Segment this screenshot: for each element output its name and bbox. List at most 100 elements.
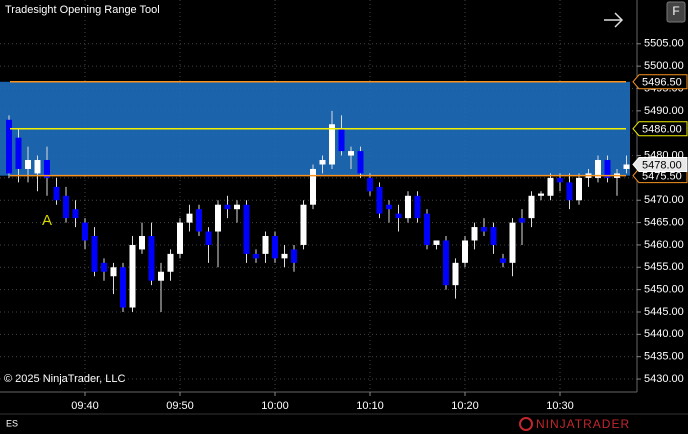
f-button[interactable]: [666, 1, 686, 23]
candle-body: [405, 195, 411, 219]
x-tick-label: 10:00: [261, 400, 289, 412]
candle-body: [414, 195, 421, 219]
y-tick-label: 5500.00: [644, 60, 684, 72]
y-tick-label: 5450.00: [644, 284, 684, 296]
nav-arrow[interactable]: [604, 12, 624, 28]
candle-body: [110, 267, 117, 277]
candle-body: [262, 236, 269, 254]
candle-body: [139, 236, 145, 250]
candle-body: [310, 168, 316, 205]
candle-body: [120, 267, 126, 308]
candle-body: [519, 218, 525, 223]
x-tick-label: 10:20: [451, 400, 479, 412]
price-marker: [632, 121, 688, 137]
brand-logo-icon: [519, 417, 533, 431]
candle-body: [557, 177, 563, 183]
candle-body: [595, 160, 601, 178]
price-marker-label: 5475.50: [642, 171, 682, 183]
last-price-label: 5478.00: [642, 159, 682, 171]
candle-body: [623, 164, 630, 169]
candle-body: [538, 193, 544, 196]
candle-body: [528, 195, 535, 219]
candle-body: [509, 222, 516, 263]
candle-body: [481, 227, 487, 232]
x-tick-label: 10:30: [546, 400, 574, 412]
candle-body: [452, 262, 459, 286]
candle-body: [319, 160, 326, 165]
brand-logo: NINJATRADER: [536, 417, 630, 431]
candle-body: [82, 222, 88, 241]
candle-body: [471, 227, 478, 241]
overlay: 5430.00 5435.00 5440.00 5445.00 5450.00 5455.…: [42, 38, 688, 412]
candle-body: [443, 240, 449, 286]
candle-body: [348, 151, 354, 156]
last-price-marker: [632, 156, 688, 172]
x-tick-label: 09:50: [166, 400, 194, 412]
candle-body: [148, 236, 155, 281]
y-tick-label: 5505.00: [644, 38, 684, 50]
candle-body: [253, 253, 259, 259]
candle-body: [15, 137, 22, 169]
candle-body: [44, 160, 50, 178]
candle-body: [177, 222, 183, 254]
candle-body: [547, 177, 554, 196]
candle-body: [243, 204, 250, 254]
y-tick-label: 5460.00: [644, 239, 684, 251]
candle-body: [490, 227, 497, 245]
candle-body: [566, 182, 573, 201]
chart-title: Tradesight Opening Range Tool: [5, 4, 160, 16]
y-tick-label: 5470.00: [644, 194, 684, 206]
y-tick-label: 5455.00: [644, 261, 684, 273]
candle-body: [167, 253, 174, 272]
candle-body: [386, 204, 392, 210]
price-marker-label: 5496.50: [642, 77, 682, 89]
instrument: ES: [6, 418, 18, 428]
copyright: © 2025 NinjaTrader, LLC: [4, 373, 125, 385]
candle-body: [72, 209, 79, 219]
candle-body: [101, 262, 107, 272]
arrow-head: [614, 12, 624, 28]
candle-body: [186, 213, 193, 223]
candle-body: [500, 258, 506, 263]
candle-body: [6, 119, 12, 174]
annotation: A: [42, 212, 52, 229]
price-marker-label: 5486.00: [642, 124, 682, 136]
candle-body: [395, 213, 402, 219]
y-tick-label: 5445.00: [644, 306, 684, 318]
candle-body: [158, 271, 164, 281]
candle-body: [205, 231, 212, 245]
candle-body: [91, 236, 98, 272]
x-tick-label: 09:40: [71, 400, 99, 412]
candle-body: [291, 249, 297, 263]
y-tick-label: 5430.00: [644, 373, 684, 385]
candle-body: [576, 177, 582, 201]
candle-body: [34, 160, 41, 174]
y-tick-label: 5440.00: [644, 328, 684, 340]
candle-body: [224, 204, 231, 210]
candle-body: [462, 240, 468, 263]
candle-body: [338, 128, 345, 152]
candle-body: [272, 236, 278, 259]
plot-area: [0, 0, 637, 392]
candle-body: [53, 186, 60, 201]
candle-body: [234, 204, 240, 210]
candle-body: [215, 204, 221, 232]
candle-body: [433, 240, 440, 245]
candle-body: [63, 195, 69, 219]
candle-body: [367, 177, 373, 192]
candle-body: [25, 160, 31, 169]
price-marker: [632, 74, 688, 90]
candle-body: [196, 209, 202, 232]
candle-body: [357, 151, 364, 174]
candle-body: [376, 186, 383, 214]
x-tick-label: 10:10: [356, 400, 384, 412]
y-tick-label: 5435.00: [644, 351, 684, 363]
y-tick-label: 5490.00: [644, 105, 684, 117]
candle-body: [129, 244, 136, 308]
y-tick-label: 5465.00: [644, 217, 684, 229]
candle-body: [300, 204, 307, 245]
candle-body: [604, 160, 611, 178]
f-button-label[interactable]: F: [672, 4, 679, 18]
